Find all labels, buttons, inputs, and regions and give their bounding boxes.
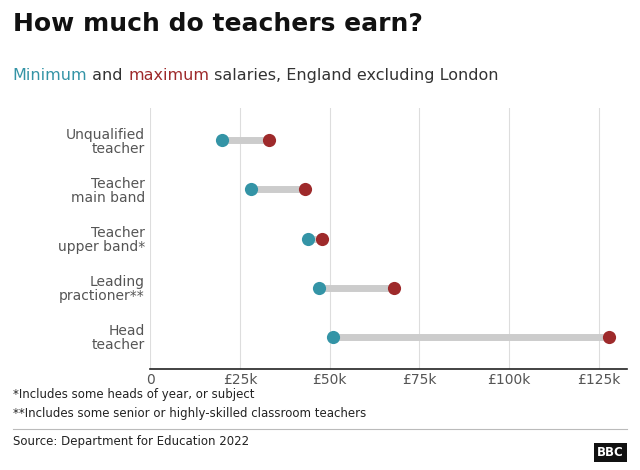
Text: maximum: maximum [128, 68, 209, 83]
Text: Minimum: Minimum [13, 68, 88, 83]
Point [264, 136, 274, 144]
Point [317, 235, 328, 243]
Text: **Includes some senior or highly-skilled classroom teachers: **Includes some senior or highly-skilled… [13, 407, 366, 420]
Point [328, 333, 339, 341]
Text: Source: Department for Education 2022: Source: Department for Education 2022 [13, 435, 249, 448]
Point [303, 235, 313, 243]
Point [604, 333, 614, 341]
Point [389, 284, 399, 291]
Text: *Includes some heads of year, or subject: *Includes some heads of year, or subject [13, 388, 254, 401]
Point [314, 284, 324, 291]
Point [217, 136, 227, 144]
Text: BBC: BBC [597, 446, 624, 459]
Text: and: and [88, 68, 128, 83]
Text: How much do teachers earn?: How much do teachers earn? [13, 12, 422, 36]
Point [246, 186, 256, 193]
Point [300, 186, 310, 193]
Text: salaries, England excluding London: salaries, England excluding London [209, 68, 499, 83]
